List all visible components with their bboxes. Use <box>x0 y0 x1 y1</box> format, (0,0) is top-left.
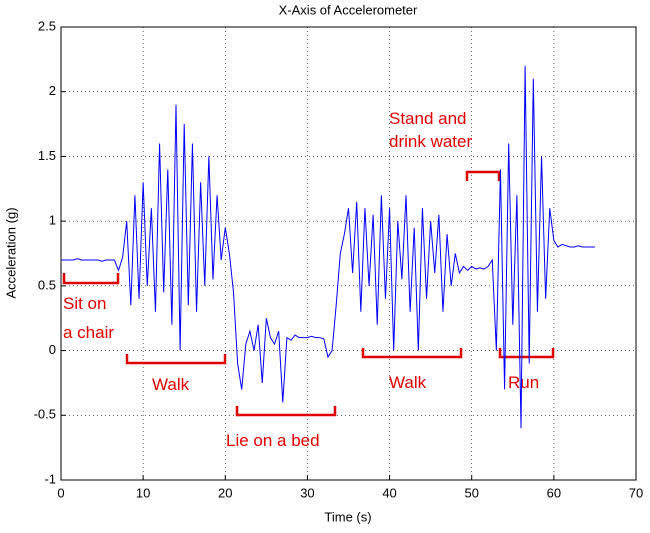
annotation: Walk <box>152 375 190 394</box>
bracket <box>465 170 501 181</box>
x-tick-label: 70 <box>629 485 643 500</box>
bracket <box>498 348 555 359</box>
y-tick-label: 1.5 <box>38 148 56 163</box>
y-tick-label: -1 <box>44 471 56 486</box>
data-line <box>61 65 595 429</box>
x-tick-label: 0 <box>57 485 64 500</box>
x-tick-label: 20 <box>218 485 232 500</box>
x-tick-label: 30 <box>300 485 314 500</box>
y-tick-label: 2.5 <box>38 18 56 33</box>
bracket <box>361 348 463 359</box>
y-axis-label: Acceleration (g) <box>3 207 18 298</box>
x-axis-label: Time (s) <box>324 509 371 524</box>
annotation: drink water <box>389 132 472 151</box>
annotation: Lie on a bed <box>226 431 320 450</box>
x-tick-label: 10 <box>136 485 150 500</box>
bracket <box>235 406 337 417</box>
annotation: Walk <box>389 373 427 392</box>
chart-title: X-Axis of Accelerometer <box>279 2 418 17</box>
y-tick-label: 0.5 <box>38 277 56 292</box>
y-tick-label: 0 <box>49 342 56 357</box>
x-tick-label: 50 <box>464 485 478 500</box>
bracket <box>125 354 227 365</box>
annotations: Sit on a chair Walk Lie on a bed Walk St… <box>62 109 555 450</box>
x-tick-label: 60 <box>547 485 561 500</box>
y-tick-label: -0.5 <box>34 407 56 422</box>
x-tick-label: 40 <box>382 485 396 500</box>
y-tick-label: 1 <box>49 213 56 228</box>
y-tick-label: 2 <box>49 83 56 98</box>
annotation: Stand and <box>389 109 467 128</box>
bracket <box>62 273 120 285</box>
annotation: Run <box>508 373 539 392</box>
plot-frame <box>60 26 637 481</box>
annotation: a chair <box>63 323 114 342</box>
annotation: Sit on <box>63 294 106 313</box>
